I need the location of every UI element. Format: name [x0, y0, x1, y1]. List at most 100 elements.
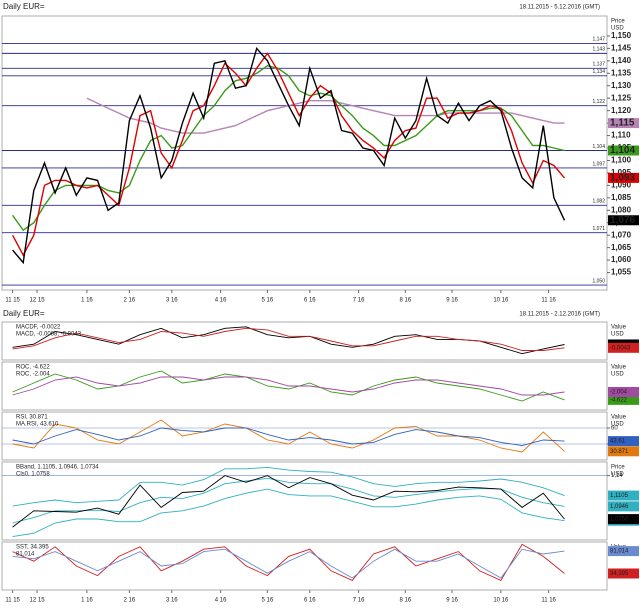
y-tick-label: 1,080 — [611, 205, 632, 214]
value-tag-label: 1,104 — [610, 145, 635, 156]
value-tag-label: 1,115 — [610, 118, 635, 129]
y-axis-unit: USD — [611, 26, 624, 32]
value-tag — [608, 215, 639, 226]
series-line — [11, 52, 566, 257]
legend-entry: ROC, -2.004 — [16, 372, 50, 378]
series-line — [12, 475, 565, 528]
value-tag — [608, 436, 639, 447]
x-tick-label: 9 16 — [446, 298, 458, 304]
series-line — [12, 327, 565, 351]
legend-entry: ROC, -4.622 — [16, 365, 50, 371]
plot-frame — [1, 541, 608, 591]
plot-frame — [1, 15, 608, 291]
y-axis-title: Price — [611, 19, 625, 25]
y-axis-title: Value — [611, 415, 627, 421]
value-tag-label: 1,076 — [610, 215, 635, 226]
y-axis-title: Value — [611, 325, 627, 331]
legend-entry: RSI, 30.871 — [16, 415, 48, 421]
x-tick-label: 6 16 — [304, 598, 316, 604]
y-tick-label: 1,150 — [611, 31, 632, 40]
level-label: 1,050 — [592, 278, 605, 284]
level-label: 1,082 — [592, 199, 605, 205]
series-line — [12, 419, 565, 453]
legend-entry: 81.014 — [16, 552, 35, 558]
level-label: 1,143 — [592, 47, 605, 53]
x-tick-label: 10 16 — [493, 298, 509, 304]
value-tag — [608, 514, 639, 525]
series-line — [12, 548, 565, 579]
y-tick-label: 1,145 — [611, 43, 632, 52]
value-tag — [608, 172, 639, 183]
level-label: 1,071 — [592, 226, 605, 232]
value-tag — [608, 446, 639, 457]
x-tick-label: 9 16 — [446, 598, 458, 604]
value-tag-label: -4.622 — [610, 397, 628, 403]
y-tick-label: 1,14 — [611, 473, 623, 479]
x-tick-label: 6 16 — [304, 298, 316, 304]
legend-entry: SST, 34.395 — [16, 545, 49, 551]
x-tick-label: 11 16 — [541, 598, 556, 604]
x-tick-label: 1 16 — [81, 598, 93, 604]
level-label: 1,137 — [592, 62, 605, 68]
x-tick-label: 5 16 — [262, 598, 274, 604]
y-tick-label: 1,100 — [611, 156, 632, 165]
y-tick-label: 1,125 — [611, 93, 632, 102]
x-tick-label: 4 16 — [215, 298, 227, 304]
series-line — [12, 46, 566, 265]
y-tick-label: 1,135 — [611, 68, 632, 77]
value-tag-label: 30.871 — [610, 449, 629, 455]
y-axis-title: Value — [611, 365, 627, 371]
x-tick-label: 11 16 — [541, 298, 556, 304]
legend-entry: MACD, -0.0068, -0.0043 — [16, 332, 82, 338]
value-tag-label: 34,395 — [610, 571, 629, 577]
x-tick-label: 4 16 — [215, 598, 227, 604]
x-tick-label: 11 15 — [5, 298, 20, 304]
x-tick-label: 2 16 — [124, 598, 136, 604]
value-tag — [608, 501, 639, 512]
series-line — [12, 466, 565, 507]
x-tick-label: 7 16 — [353, 298, 365, 304]
value-tag — [608, 387, 639, 398]
x-tick-label: 3 16 — [166, 298, 178, 304]
series-line — [12, 370, 565, 402]
x-tick-label: 1 16 — [81, 298, 93, 304]
level-label: 1,122 — [592, 99, 605, 105]
series-line — [12, 65, 565, 232]
series-line — [12, 477, 565, 524]
header-title: Daily EUR= — [3, 2, 45, 11]
value-tag — [608, 568, 639, 579]
value-tag-label: 1,093 — [610, 173, 635, 184]
value-tag — [608, 490, 639, 501]
y-axis-title: Price — [611, 465, 625, 471]
y-tick-label: 1,055 — [611, 268, 632, 277]
legend-entry: BBand, 1.1105, 1.0946, 1.0734 — [16, 465, 99, 471]
x-tick-label: 11 15 — [5, 598, 20, 604]
plot-frame — [1, 411, 608, 461]
level-label: 1,104 — [592, 144, 605, 150]
y-tick-label: 1,130 — [611, 81, 632, 90]
x-tick-label: 10 16 — [493, 598, 509, 604]
level-label: 1,134 — [592, 69, 605, 75]
header-range: 18.11.2015 - 5.12.2016 (GMT) — [519, 5, 600, 11]
value-tag-label: 43.61 — [610, 439, 626, 445]
x-tick-label: 8 16 — [399, 598, 411, 604]
value-tag — [608, 546, 639, 557]
header-range: 18.11.2015 - 2.12.2016 (GMT) — [519, 312, 600, 318]
legend-entry: MACDF, -0.0022 — [16, 325, 61, 331]
series-line — [12, 488, 565, 538]
value-tag-label: -0.0043 — [610, 345, 631, 351]
value-tag — [608, 145, 639, 156]
value-tag-label: 81,014 — [610, 549, 629, 555]
y-axis-unit: USD — [611, 372, 624, 378]
y-tick-label: 60 — [611, 426, 618, 432]
x-tick-label: 3 16 — [166, 598, 178, 604]
value-tag-label: -2.004 — [610, 390, 628, 396]
y-axis-unit: USD — [611, 472, 624, 478]
y-tick-label: 1,085 — [611, 193, 632, 202]
y-tick-label: 1,060 — [611, 255, 632, 264]
x-tick-label: 2 16 — [124, 298, 136, 304]
legend-entry: Cls0, 1.0758 — [16, 472, 50, 478]
y-tick-label: 1,090 — [611, 180, 632, 189]
